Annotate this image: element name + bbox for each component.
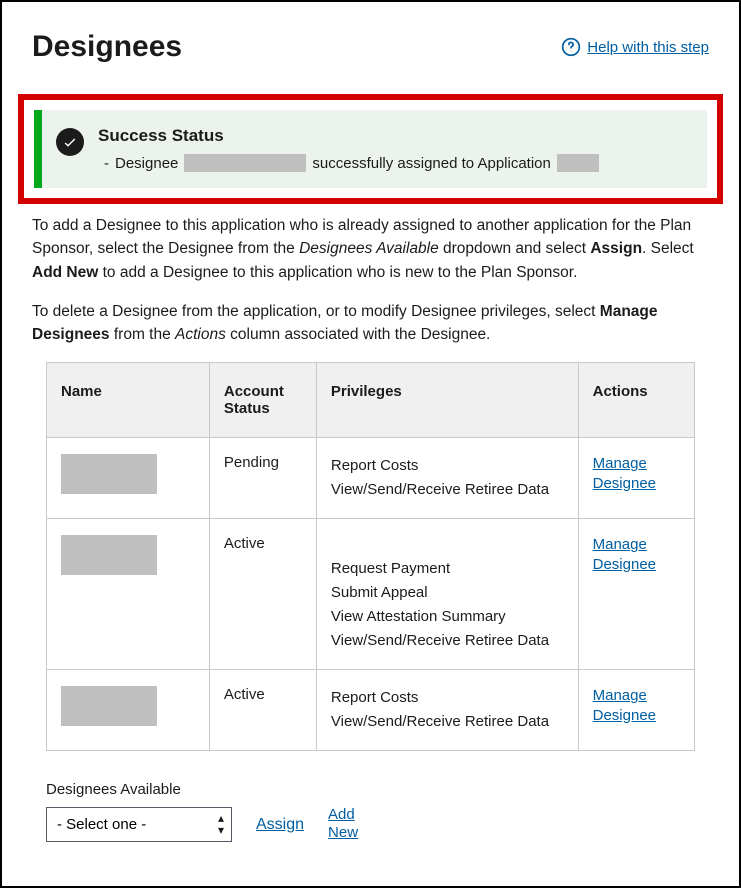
add-new-link[interactable]: Add New bbox=[328, 806, 368, 842]
page-title: Designees bbox=[32, 30, 182, 64]
alert-text-1: Designee bbox=[115, 155, 178, 172]
cell-privileges: Request Payment Submit Appeal View Attes… bbox=[316, 519, 578, 670]
instructions-paragraph-1: To add a Designee to this application wh… bbox=[32, 214, 709, 284]
table-row: Pending Report Costs View/Send/Receive R… bbox=[47, 438, 695, 519]
cell-status: Active bbox=[209, 519, 316, 670]
page-header: Designees Help with this step bbox=[32, 30, 709, 64]
table-row: Active Report Costs View/Send/Receive Re… bbox=[47, 670, 695, 751]
instructions-paragraph-2: To delete a Designee from the applicatio… bbox=[32, 300, 709, 347]
col-header-name: Name bbox=[47, 363, 210, 438]
checkmark-icon bbox=[56, 128, 84, 156]
alert-title: Success Status bbox=[98, 126, 599, 146]
col-header-actions: Actions bbox=[578, 363, 694, 438]
redacted-name bbox=[61, 454, 157, 494]
designees-select-wrap: - Select one - ▴▾ bbox=[46, 807, 232, 842]
cell-privileges: Report Costs View/Send/Receive Retiree D… bbox=[316, 670, 578, 751]
table-row: Active Request Payment Submit Appeal Vie… bbox=[47, 519, 695, 670]
success-alert: Success Status - Designee successfully a… bbox=[34, 110, 707, 188]
page-frame: Designees Help with this step Success St… bbox=[0, 0, 741, 888]
col-header-privileges: Privileges bbox=[316, 363, 578, 438]
manage-designee-link[interactable]: Manage Designee bbox=[593, 454, 680, 493]
redacted-app-id bbox=[557, 154, 599, 172]
help-link[interactable]: Help with this step bbox=[561, 37, 709, 57]
assign-link[interactable]: Assign bbox=[256, 815, 304, 834]
redacted-name bbox=[184, 154, 306, 172]
designees-table: Name Account Status Privileges Actions P… bbox=[46, 362, 695, 751]
success-alert-highlight: Success Status - Designee successfully a… bbox=[18, 94, 723, 204]
cell-privileges: Report Costs View/Send/Receive Retiree D… bbox=[316, 438, 578, 519]
manage-designee-link[interactable]: Manage Designee bbox=[593, 686, 680, 725]
designees-available-label: Designees Available bbox=[46, 781, 695, 798]
alert-bullet: - bbox=[104, 155, 109, 172]
alert-text-2: successfully assigned to Application bbox=[312, 155, 550, 172]
alert-message: - Designee successfully assigned to Appl… bbox=[104, 154, 599, 172]
help-link-label: Help with this step bbox=[587, 39, 709, 56]
help-icon bbox=[561, 37, 581, 57]
alert-content: Success Status - Designee successfully a… bbox=[98, 126, 599, 172]
col-header-status: Account Status bbox=[209, 363, 316, 438]
cell-status: Active bbox=[209, 670, 316, 751]
table-header-row: Name Account Status Privileges Actions bbox=[47, 363, 695, 438]
manage-designee-link[interactable]: Manage Designee bbox=[593, 535, 680, 574]
redacted-name bbox=[61, 535, 157, 575]
cell-status: Pending bbox=[209, 438, 316, 519]
assign-controls: Designees Available - Select one - ▴▾ As… bbox=[32, 781, 709, 842]
designees-available-select[interactable]: - Select one - bbox=[46, 807, 232, 842]
redacted-name bbox=[61, 686, 157, 726]
